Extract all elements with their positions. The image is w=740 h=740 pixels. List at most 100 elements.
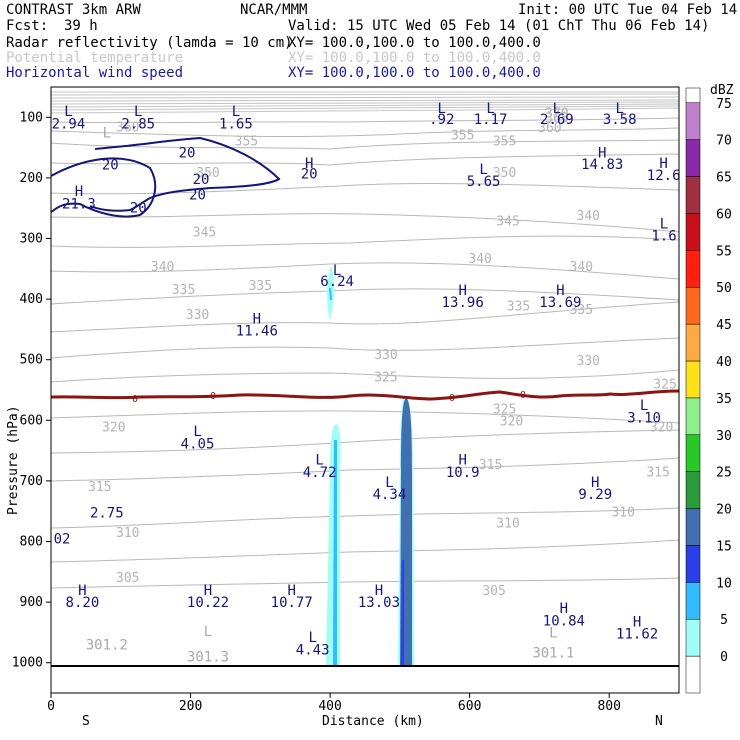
- wind-hl-label: 6.24: [320, 274, 354, 290]
- wind-speed-contours: [50, 136, 281, 218]
- wind-hl-label: 8.20: [66, 595, 100, 611]
- colorbar-level-label: 60: [716, 207, 732, 222]
- theta-hl-label: L: [204, 624, 212, 640]
- wind-hl-label: H: [560, 601, 568, 617]
- colorbar-swatch: [685, 471, 701, 509]
- wind-hl-label: 14.83: [581, 157, 623, 173]
- wind-hl-labels: L2.94L2.85L1.65L.92L1.17L2.69L3.58H20H21…: [52, 101, 681, 658]
- colorbar-level-label: 75: [716, 97, 732, 112]
- valid-time: Valid: 15 UTC Wed 05 Feb 14 (01 ChT Thu …: [288, 18, 709, 34]
- theta-label: 340: [570, 260, 593, 275]
- colorbar-swatch: [685, 434, 701, 472]
- wind-hl-label: 3.58: [603, 112, 637, 128]
- y-tick-label: 700: [20, 474, 43, 489]
- theta-label: 335: [172, 283, 195, 298]
- wind-hl-label: 10.84: [543, 613, 585, 629]
- colorbar-level-label: 30: [716, 429, 732, 444]
- theta-label: 370: [545, 107, 568, 122]
- x-tick-label: 400: [318, 699, 341, 714]
- wind-hl-label: 13.96: [442, 295, 484, 311]
- wind-hl-label: H: [305, 156, 313, 172]
- colorbar-swatch: [685, 582, 701, 620]
- wind-hl-label: L: [479, 162, 487, 178]
- theta-label: 345: [496, 215, 519, 230]
- colorbar-level-label: 25: [716, 466, 732, 481]
- wind-hl-label: 2.69: [540, 112, 574, 128]
- wind-hl-label: L: [660, 216, 668, 232]
- colorbar-swatch: [685, 139, 701, 177]
- wind-hl-label: H: [598, 145, 606, 161]
- freezing-level-label: 0: [210, 391, 216, 402]
- y-tick-label: 400: [20, 292, 43, 307]
- theta-hl-label: L: [103, 125, 111, 141]
- wind-hl-label: 4.05: [181, 436, 215, 452]
- theta-label: 325: [653, 378, 676, 393]
- wind-hl-label: L: [438, 101, 446, 117]
- colorbar-level-label: 40: [716, 355, 732, 370]
- theta-label: 330: [577, 354, 600, 369]
- colorbar-swatch: [685, 286, 701, 325]
- reflectivity: [326, 266, 414, 666]
- reflectivity-core-1-inner: [333, 440, 337, 666]
- wind-hl-label: 3.10: [627, 410, 661, 426]
- y-axis-label: Pressure (hPa): [6, 405, 21, 515]
- theta-label: 310: [116, 526, 139, 541]
- colorbar-swatch: [685, 250, 701, 288]
- y-tick-label: 600: [20, 413, 43, 428]
- wind-hl-label: H: [375, 583, 383, 599]
- y-tick-label: 800: [20, 535, 43, 550]
- field1-name: Radar reflectivity (lamda = 10 cm): [6, 35, 293, 51]
- freezing-level-label: 0: [449, 393, 455, 404]
- colorbar-level-label: 55: [716, 244, 732, 259]
- freezing-level-label: 0: [520, 390, 526, 401]
- wind-hl-label: H: [75, 184, 83, 200]
- theta-label: 345: [193, 225, 216, 240]
- init-time: Init: 00 UTC Tue 04 Feb 14: [518, 2, 737, 18]
- x-tick-label: 800: [597, 699, 620, 714]
- y-tick-label: 1000: [12, 656, 43, 671]
- wind-hl-label: H: [556, 283, 564, 299]
- wind-hl-label: 5.65: [467, 174, 501, 190]
- field3-xy: XY= 100.0,100.0 to 100.0,400.0: [288, 65, 541, 81]
- colorbar-swatch: [685, 213, 701, 251]
- wind-hl-label: 2.75: [90, 505, 124, 521]
- wind-contour-label: 20: [193, 172, 210, 188]
- wind-contour-label: 20: [179, 145, 196, 161]
- theta-label: 320: [102, 421, 125, 436]
- x-tick-label: 0: [47, 699, 55, 714]
- wind-hl-label: 12.6: [647, 168, 681, 184]
- colorbar-swatch: [685, 397, 701, 436]
- theta-label: 340: [151, 260, 174, 275]
- x-end-label-north: N: [655, 714, 663, 729]
- x-axis-label: Distance (km): [322, 714, 424, 729]
- theta-label: 355: [493, 135, 516, 150]
- theta-label: 315: [479, 458, 502, 473]
- wind-hl-label: H: [633, 614, 641, 630]
- theta-label: 325: [374, 370, 397, 385]
- colorbar-level-label: 15: [716, 539, 732, 554]
- wind-hl-label: .92: [429, 112, 454, 128]
- colorbar-level-label: 35: [716, 392, 732, 407]
- wind-hl-label: L: [385, 475, 393, 491]
- reflectivity-upper-core-center: [329, 287, 332, 301]
- wind-hl-label: H: [253, 311, 261, 327]
- y-tick-label: 200: [20, 171, 43, 186]
- theta-label: 310: [611, 505, 634, 520]
- theta-hl-label: L: [549, 625, 557, 641]
- header: CONTRAST 3km ARW Fcst: 39 h NCAR/MMM Ini…: [6, 2, 737, 81]
- theta-contours: [50, 117, 680, 589]
- theta-label: 330: [186, 308, 209, 323]
- colorbar-level-label: 0: [720, 650, 728, 665]
- theta-label: 340: [468, 252, 491, 267]
- colorbar-level-label: 5: [720, 613, 728, 628]
- wind-hl-label: L: [64, 104, 72, 120]
- wind-hl-label: 21.3: [62, 196, 96, 212]
- theta-label: 340: [577, 209, 600, 224]
- theta-label: 350: [493, 166, 516, 181]
- colorbar: 0 5 10 15 20 25 30 35 40 45 50 55 60 65 70 75: [685, 87, 732, 694]
- wind-hl-label: 10.9: [446, 465, 480, 481]
- colorbar-unit: dBZ: [710, 83, 734, 98]
- wind-hl-label: 1.65: [219, 116, 253, 132]
